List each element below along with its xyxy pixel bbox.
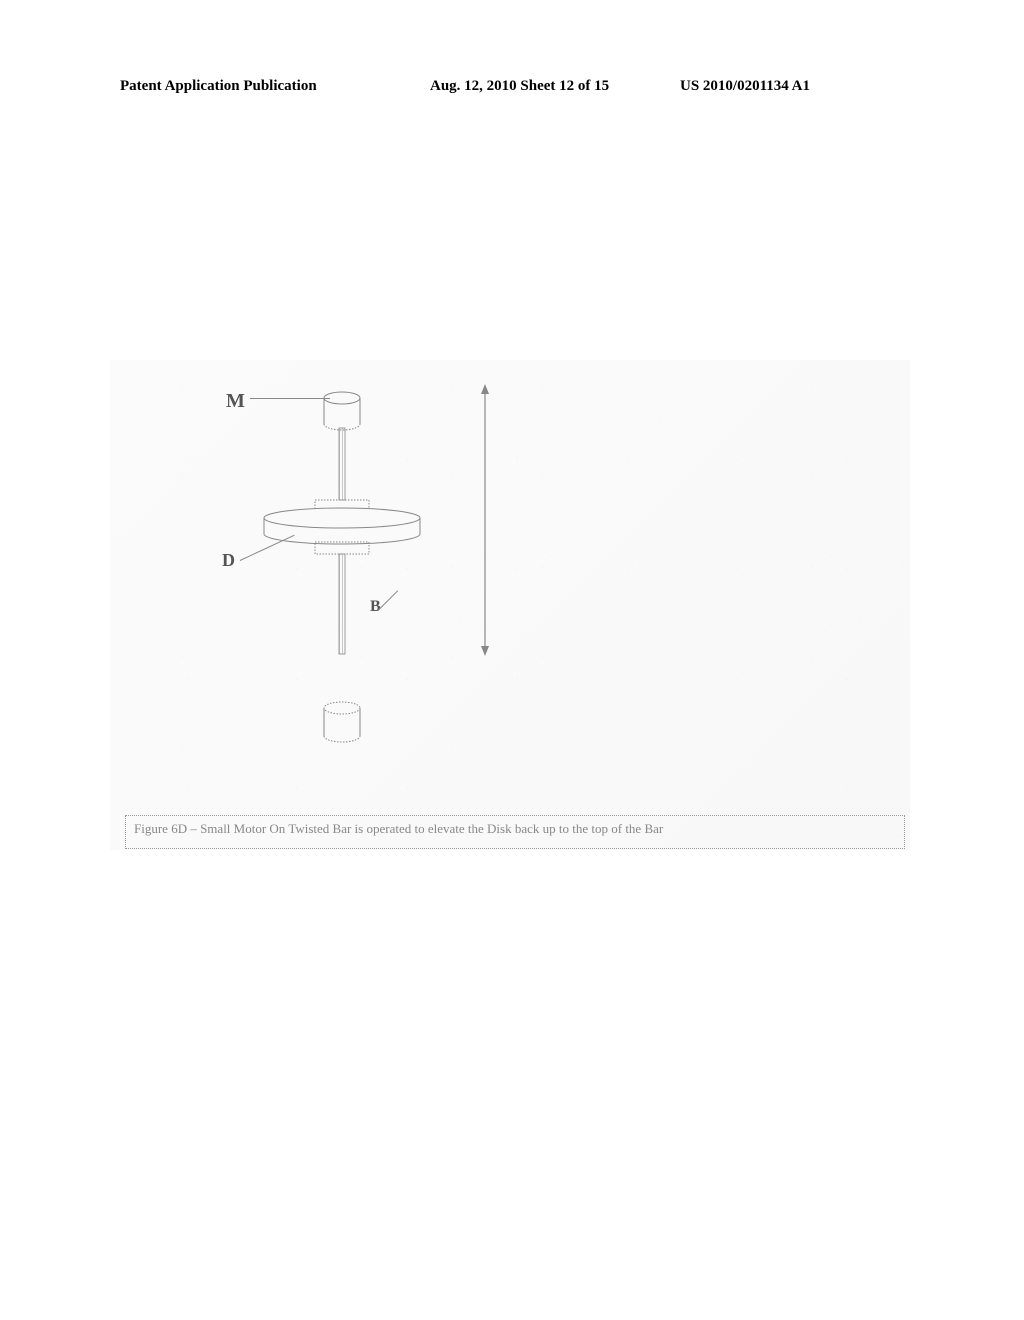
label-disk: D xyxy=(222,550,235,571)
figure-caption: Figure 6D – Small Motor On Twisted Bar i… xyxy=(125,815,905,849)
caption-text: Figure 6D – Small Motor On Twisted Bar i… xyxy=(134,821,663,836)
vertical-arrow-icon xyxy=(481,384,489,656)
label-motor: M xyxy=(226,390,245,413)
patent-number: US 2010/0201134 A1 xyxy=(680,78,810,95)
date-sheet: Aug. 12, 2010 Sheet 12 of 15 xyxy=(430,78,609,95)
publication-type: Patent Application Publication xyxy=(120,78,317,95)
motor-bottom-icon xyxy=(324,702,360,742)
bar-lower xyxy=(339,554,345,654)
leader-motor xyxy=(250,398,330,399)
figure-area: M D B xyxy=(110,360,910,850)
bar-upper xyxy=(339,428,345,500)
mechanical-diagram xyxy=(110,360,910,850)
